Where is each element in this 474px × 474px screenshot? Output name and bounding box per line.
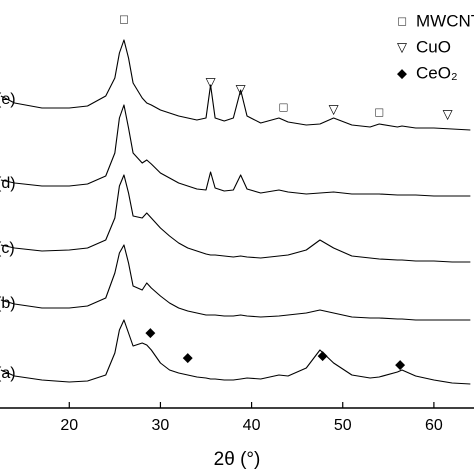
x-tick-label: 30 — [152, 417, 170, 434]
peak-marker: □ — [120, 11, 128, 26]
peak-marker: ▽ — [329, 101, 339, 116]
peak-marker: □ — [375, 104, 383, 119]
x-axis-label: 2θ (°) — [214, 449, 261, 470]
legend-label: MWCNTs — [416, 11, 474, 30]
peak-marker: ▽ — [236, 81, 246, 96]
xrd-pattern — [0, 174, 471, 263]
peak-marker: ◆ — [145, 324, 155, 339]
x-tick-label: 60 — [425, 417, 443, 434]
xrd-pattern — [0, 244, 471, 321]
peak-marker: □ — [280, 99, 288, 114]
series-label: (b) — [0, 295, 16, 312]
legend-marker: ◆ — [397, 65, 407, 80]
series-label: (e) — [0, 91, 16, 108]
peak-marker: ▽ — [443, 106, 453, 121]
series-label: (a) — [0, 365, 16, 382]
x-tick-label: 50 — [334, 417, 352, 434]
peak-marker: ◆ — [318, 347, 328, 362]
x-tick-label: 20 — [60, 417, 78, 434]
legend-marker: □ — [398, 13, 406, 28]
peak-marker: ◆ — [183, 349, 193, 364]
xrd-pattern — [0, 319, 471, 385]
legend-label: CuO — [416, 37, 451, 56]
peak-marker: ◆ — [395, 356, 405, 371]
series-label: (d) — [0, 175, 16, 192]
legend-marker: ▽ — [397, 39, 407, 54]
x-tick-label: 40 — [243, 417, 261, 434]
xrd-pattern — [0, 104, 471, 197]
series-label: (c) — [0, 240, 15, 257]
legend-label: CeO₂ — [416, 63, 458, 82]
xrd-pattern — [0, 39, 471, 131]
peak-marker: ▽ — [206, 74, 216, 89]
